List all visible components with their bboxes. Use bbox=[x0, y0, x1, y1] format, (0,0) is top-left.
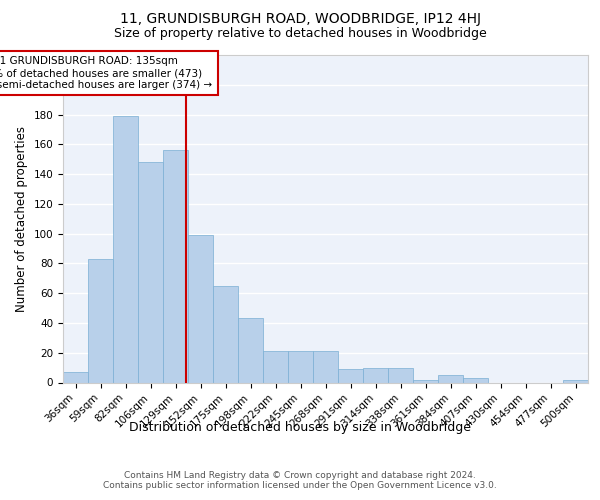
Bar bbox=[238, 318, 263, 382]
Text: Contains HM Land Registry data © Crown copyright and database right 2024.
Contai: Contains HM Land Registry data © Crown c… bbox=[103, 470, 497, 490]
Bar bbox=[288, 351, 313, 382]
Bar bbox=[138, 162, 163, 382]
Bar bbox=[363, 368, 388, 382]
Bar bbox=[563, 380, 588, 382]
Text: 11 GRUNDISBURGH ROAD: 135sqm
← 56% of detached houses are smaller (473)
44% of s: 11 GRUNDISBURGH ROAD: 135sqm ← 56% of de… bbox=[0, 56, 212, 90]
Bar bbox=[338, 369, 363, 382]
Bar bbox=[313, 351, 338, 382]
Bar bbox=[163, 150, 188, 382]
Bar bbox=[113, 116, 138, 382]
Text: Size of property relative to detached houses in Woodbridge: Size of property relative to detached ho… bbox=[113, 28, 487, 40]
Bar bbox=[263, 351, 288, 382]
Bar bbox=[88, 259, 113, 382]
Text: Distribution of detached houses by size in Woodbridge: Distribution of detached houses by size … bbox=[129, 421, 471, 434]
Bar bbox=[413, 380, 438, 382]
Bar bbox=[463, 378, 488, 382]
Bar bbox=[188, 235, 213, 382]
Text: 11, GRUNDISBURGH ROAD, WOODBRIDGE, IP12 4HJ: 11, GRUNDISBURGH ROAD, WOODBRIDGE, IP12 … bbox=[119, 12, 481, 26]
Y-axis label: Number of detached properties: Number of detached properties bbox=[15, 126, 28, 312]
Bar bbox=[213, 286, 238, 382]
Bar bbox=[388, 368, 413, 382]
Bar bbox=[438, 375, 463, 382]
Bar bbox=[63, 372, 88, 382]
